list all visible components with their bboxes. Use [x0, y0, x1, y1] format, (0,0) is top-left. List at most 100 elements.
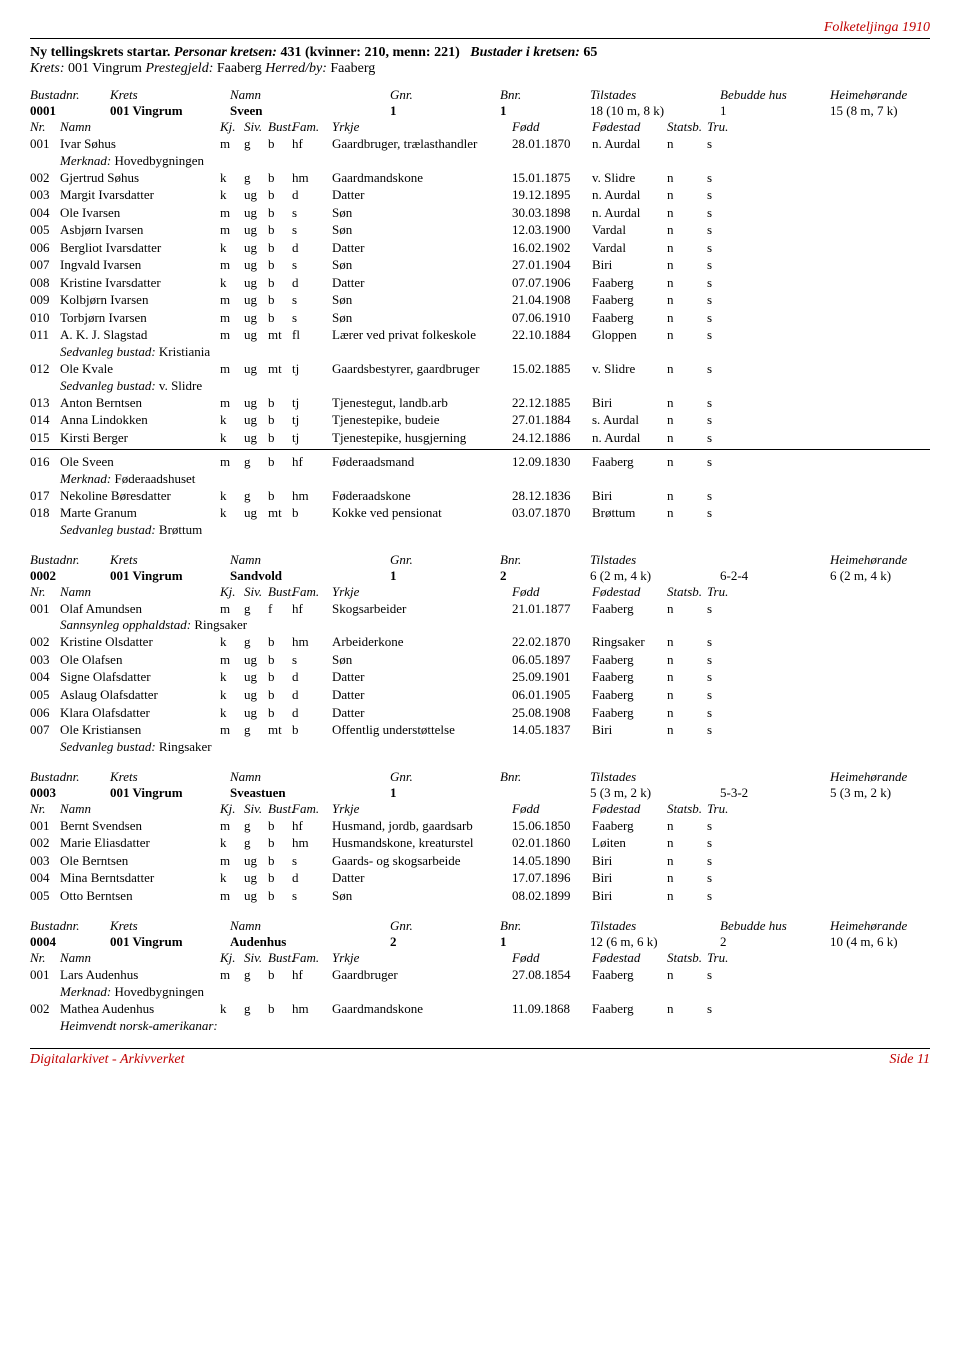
cell: Mina Berntsdatter [60, 869, 220, 887]
cell: Otto Berntsen [60, 887, 220, 905]
person-row: 006Bergliot IvarsdatterkugbdDatter16.02.… [30, 239, 930, 257]
cell: 016 [30, 453, 60, 471]
cell: 15.06.1850 [512, 817, 592, 835]
cell: Søn [332, 256, 512, 274]
hhdr-cell: Namn [230, 769, 390, 785]
cell: hf [292, 453, 332, 471]
household-header-row: Bustadnr.KretsNamnGnr.Bnr.TilstadesHeime… [30, 769, 930, 785]
cell: Datter [332, 274, 512, 292]
cell: n [667, 704, 707, 722]
note-value: v. Slidre [159, 378, 202, 393]
cell: s [707, 326, 732, 344]
cell: Datter [332, 668, 512, 686]
cell: Ivar Søhus [60, 135, 220, 153]
cell: 0002 [30, 568, 110, 584]
cell: Faaberg [592, 966, 667, 984]
cell: 17.07.1896 [512, 869, 592, 887]
cell: Faaberg [592, 453, 667, 471]
cell: n [667, 186, 707, 204]
cell: 22.02.1870 [512, 633, 592, 651]
intro-l2a: Krets: [30, 61, 64, 76]
cell: 03.07.1870 [512, 504, 592, 522]
hhdr-cell: Gnr. [390, 769, 500, 785]
phdr-cell: Fødestad [592, 119, 667, 135]
phdr-cell: Statsb. [667, 584, 707, 600]
cell: 015 [30, 429, 60, 447]
person-row: 018Marte GranumkugmtbKokke ved pensionat… [30, 504, 930, 522]
cell: d [292, 274, 332, 292]
cell: 1 [390, 568, 500, 584]
hhdr-cell [720, 552, 830, 568]
cell: k [220, 633, 244, 651]
cell: Gjertrud Søhus [60, 169, 220, 187]
cell: g [244, 453, 268, 471]
hhdr-cell: Krets [110, 87, 230, 103]
cell: 1 [390, 103, 500, 119]
cell: 15.02.1885 [512, 360, 592, 378]
note-row: Heimvendt norsk-amerikanar: [60, 1018, 930, 1034]
household-data-row: 0004 001 Vingrum Audenhus 2 1 12 (6 m, 6… [30, 934, 930, 950]
cell: Biri [592, 721, 667, 739]
note-row: Sedvanleg bustad: Brøttum [60, 522, 930, 538]
cell: m [220, 966, 244, 984]
cell: 0004 [30, 934, 110, 950]
person-header-row: Nr.NamnKj.Siv.Bust.Fam.YrkjeFøddFødestad… [30, 801, 930, 817]
cell: Kolbjørn Ivarsen [60, 291, 220, 309]
phdr-cell: Fødestad [592, 801, 667, 817]
cell: Husmand, jordb, gaardsarb [332, 817, 512, 835]
cell: 0001 [30, 103, 110, 119]
phdr-cell: Fødd [512, 950, 592, 966]
person-row: 013Anton BerntsenmugbtjTjenestegut, land… [30, 394, 930, 412]
cell: Kirsti Berger [60, 429, 220, 447]
cell: s [707, 1000, 732, 1018]
cell: 005 [30, 686, 60, 704]
intro-l1b: Personar kretsen: [174, 45, 277, 60]
person-header-row: Nr.NamnKj.Siv.Bust.Fam.YrkjeFøddFødestad… [30, 584, 930, 600]
cell: k [220, 429, 244, 447]
phdr-cell: Siv. [244, 584, 268, 600]
cell: 1 [720, 103, 830, 119]
hhdr-cell: Krets [110, 769, 230, 785]
cell: 007 [30, 721, 60, 739]
cell: m [220, 600, 244, 618]
cell: Olaf Amundsen [60, 600, 220, 618]
cell: b [268, 204, 292, 222]
cell: s [292, 651, 332, 669]
cell: b [268, 966, 292, 984]
cell: b [268, 186, 292, 204]
person-row: 005Asbjørn IvarsenmugbsSøn12.03.1900Vard… [30, 221, 930, 239]
cell: s [707, 834, 732, 852]
footer-right: Side 11 [889, 1052, 930, 1068]
cell: n. Aurdal [592, 135, 667, 153]
phdr-cell: Siv. [244, 801, 268, 817]
cell: Datter [332, 686, 512, 704]
cell: g [244, 135, 268, 153]
cell: 018 [30, 504, 60, 522]
cell: m [220, 291, 244, 309]
cell: 1 [500, 934, 590, 950]
cell: Anna Lindokken [60, 411, 220, 429]
cell: 28.01.1870 [512, 135, 592, 153]
person-row: 016Ole SveenmgbhfFøderaadsmand12.09.1830… [30, 453, 930, 471]
household-header-row: Bustadnr.KretsNamnGnr.Bnr.TilstadesHeime… [30, 552, 930, 568]
cell: n [667, 411, 707, 429]
cell: ug [244, 326, 268, 344]
cell: k [220, 504, 244, 522]
intro-l1a: Ny tellingskrets startar. [30, 45, 170, 60]
cell: s [707, 135, 732, 153]
cell: Gaards- og skogsarbeide [332, 852, 512, 870]
note-label: Merknad: [60, 471, 115, 486]
cell: b [268, 169, 292, 187]
cell: b [292, 721, 332, 739]
cell: 009 [30, 291, 60, 309]
note-value: Føderaadshuset [115, 471, 196, 486]
phdr-cell: Tru. [707, 584, 732, 600]
cell: Faaberg [592, 704, 667, 722]
cell: 19.12.1895 [512, 186, 592, 204]
cell: 5-3-2 [720, 785, 830, 801]
cell: b [268, 633, 292, 651]
cell: s [707, 453, 732, 471]
cell: Søn [332, 651, 512, 669]
phdr-cell: Statsb. [667, 950, 707, 966]
person-row: 014Anna LindokkenkugbtjTjenestepike, bud… [30, 411, 930, 429]
